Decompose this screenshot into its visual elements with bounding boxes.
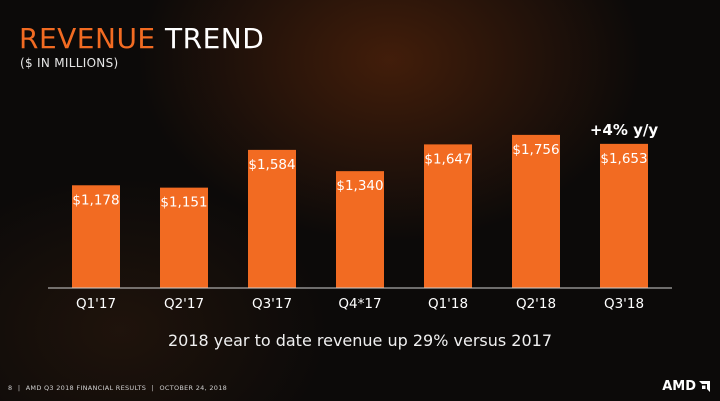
page-title: REVENUE TREND	[19, 22, 264, 55]
deck-date: OCTOBER 24, 2018	[159, 384, 228, 392]
bar-value-label: $1,151	[160, 195, 207, 211]
x-tick-label: Q4*17	[338, 296, 381, 312]
bar-Q1'18	[424, 144, 472, 288]
amd-arrow-icon	[699, 381, 710, 392]
logo-text: AMD	[662, 379, 696, 394]
x-tick-label: Q1'18	[428, 296, 468, 312]
bars-layer: $1,178 $1,151 $1,584 $1,340 $1,647 $1,756 $1,6…	[72, 121, 658, 288]
footer-separator: |	[151, 384, 155, 392]
x-tick-label: Q2'18	[516, 296, 556, 312]
bar-value-label: $1,340	[336, 178, 383, 194]
title-main: TREND	[165, 22, 265, 55]
bar-Q2'18	[512, 134, 560, 288]
tick-labels-layer: Q1'17 Q2'17 Q3'17 Q4*17 Q1'18 Q2'18 Q3'18	[76, 296, 644, 312]
bar-Q1'17	[72, 185, 120, 288]
yoy-annotation: +4% y/y	[590, 121, 659, 139]
deck-title: AMD Q3 2018 FINANCIAL RESULTS	[25, 384, 147, 392]
x-tick-label: Q3'17	[252, 296, 292, 312]
footer-separator: |	[17, 384, 21, 392]
x-tick-label: Q3'18	[604, 296, 644, 312]
title-accent: REVENUE	[19, 22, 156, 55]
amd-logo: AMD	[662, 379, 710, 394]
bar-Q2'17	[160, 187, 208, 288]
bar-value-label: $1,653	[600, 151, 647, 167]
bar-value-label: $1,584	[248, 157, 295, 173]
page-number: 8	[8, 384, 13, 392]
bar-Q3'17	[248, 149, 296, 288]
ytd-footnote: 2018 year to date revenue up 29% versus …	[167, 331, 553, 350]
x-tick-label: Q1'17	[76, 296, 116, 312]
bar-Q3'18	[600, 143, 648, 288]
chart-subtitle: ($ IN MILLIONS)	[20, 56, 119, 70]
x-tick-label: Q2'17	[164, 296, 204, 312]
bar-value-label: $1,647	[424, 151, 471, 167]
bar-value-label: $1,178	[72, 192, 119, 208]
bar-Q4*17	[336, 171, 384, 288]
bar-value-label: $1,756	[512, 142, 559, 158]
slide-footer: 8 | AMD Q3 2018 FINANCIAL RESULTS | OCTO…	[8, 384, 230, 392]
